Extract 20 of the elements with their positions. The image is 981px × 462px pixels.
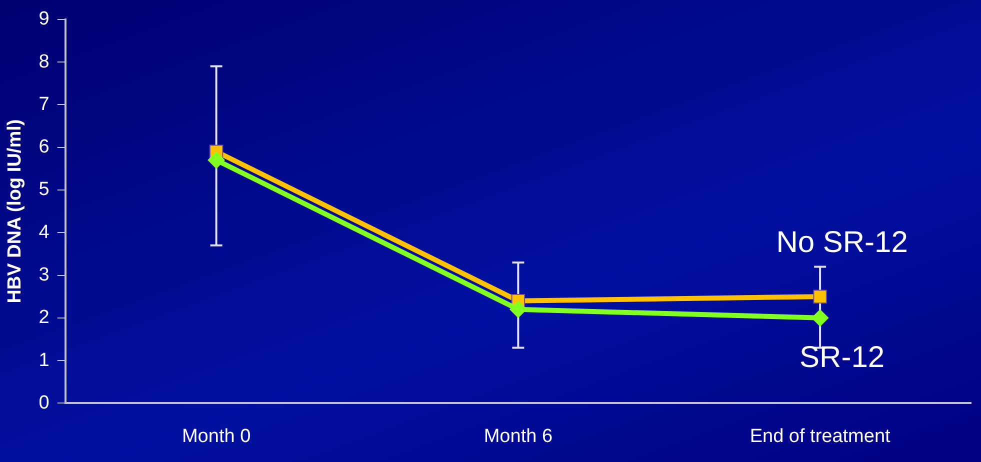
x-tick-label: End of treatment <box>750 426 892 447</box>
series-label: SR-12 <box>800 341 885 374</box>
y-tick-label: 0 <box>38 392 50 414</box>
y-tick-label: 1 <box>38 350 50 371</box>
point <box>208 152 225 169</box>
y-tick-label: 7 <box>38 94 50 115</box>
y-tick-label: 8 <box>38 51 50 72</box>
series-label: No SR-12 <box>776 226 908 259</box>
x-tick-label: Month 6 <box>484 426 553 447</box>
y-tick-label: 9 <box>38 8 50 30</box>
y-tick-label: 6 <box>38 136 50 158</box>
y-tick-label: 3 <box>38 264 50 286</box>
y-tick-label: 5 <box>38 179 50 200</box>
y-tick-label: 4 <box>38 222 50 243</box>
y-axis-title: HBV DNA (log IU/ml) <box>4 119 26 304</box>
point <box>812 309 829 326</box>
x-tick-label: Month 0 <box>182 426 251 447</box>
point <box>813 290 827 304</box>
point <box>510 300 527 318</box>
y-tick-label: 2 <box>38 307 50 328</box>
